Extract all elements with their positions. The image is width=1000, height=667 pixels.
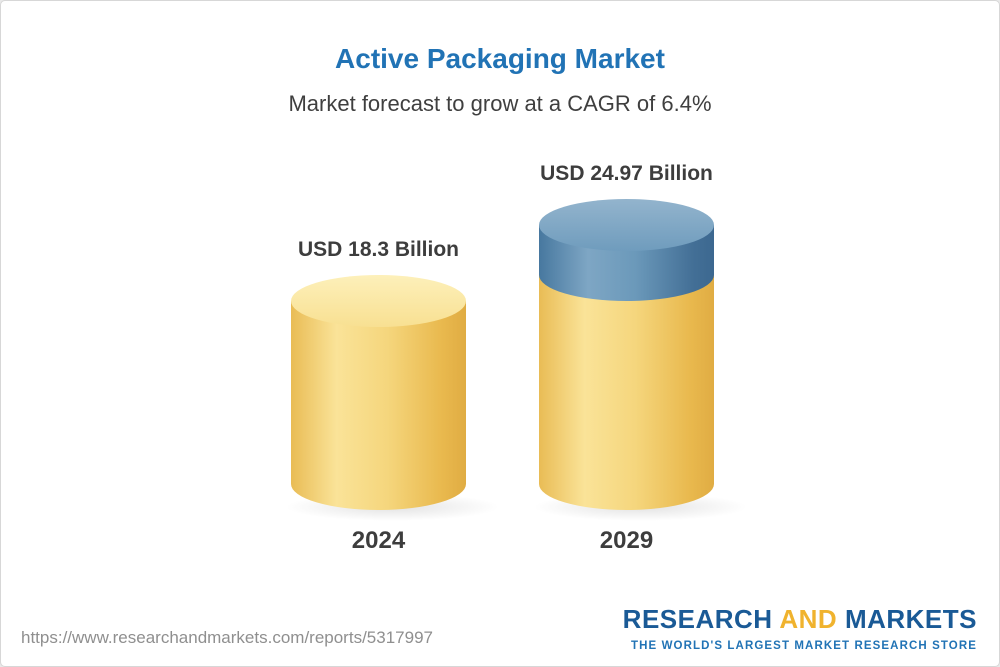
cylinder-2024-top-ellipse	[291, 275, 466, 327]
logo-word-markets: MARKETS	[844, 604, 977, 634]
chart-title: Active Packaging Market	[335, 43, 665, 74]
cylinder-2029-top-ellipse	[539, 199, 714, 251]
cylinder-2024-body	[291, 301, 466, 510]
year-label-2029: 2029	[599, 527, 654, 554]
research-and-markets-logo: RESEARCH AND MARKETS THE WORLD'S LARGEST…	[623, 604, 977, 652]
value-label-2024: USD 18.3 Billion	[297, 238, 460, 261]
cylinder-2029	[533, 199, 748, 521]
cylinder-2029-base-segment	[539, 275, 714, 510]
logo-word-and: AND	[779, 604, 838, 634]
bar-group-2029: USD 24.97 Billion 2029	[533, 161, 748, 556]
logo-wordmark: RESEARCH AND MARKETS	[623, 604, 977, 635]
value-label-2029: USD 24.97 Billion	[540, 162, 713, 185]
report-url-link[interactable]: https://www.researchandmarkets.com/repor…	[21, 628, 433, 647]
chart-subtitle: Market forecast to grow at a CAGR of 6.4…	[288, 91, 712, 116]
bar-group-2024: USD 18.3 Billion 2024	[285, 237, 500, 556]
cylinder-2024	[285, 275, 500, 521]
year-label-2024: 2024	[351, 527, 406, 554]
logo-tagline: THE WORLD'S LARGEST MARKET RESEARCH STOR…	[631, 640, 977, 652]
logo-word-research: RESEARCH	[622, 604, 773, 634]
